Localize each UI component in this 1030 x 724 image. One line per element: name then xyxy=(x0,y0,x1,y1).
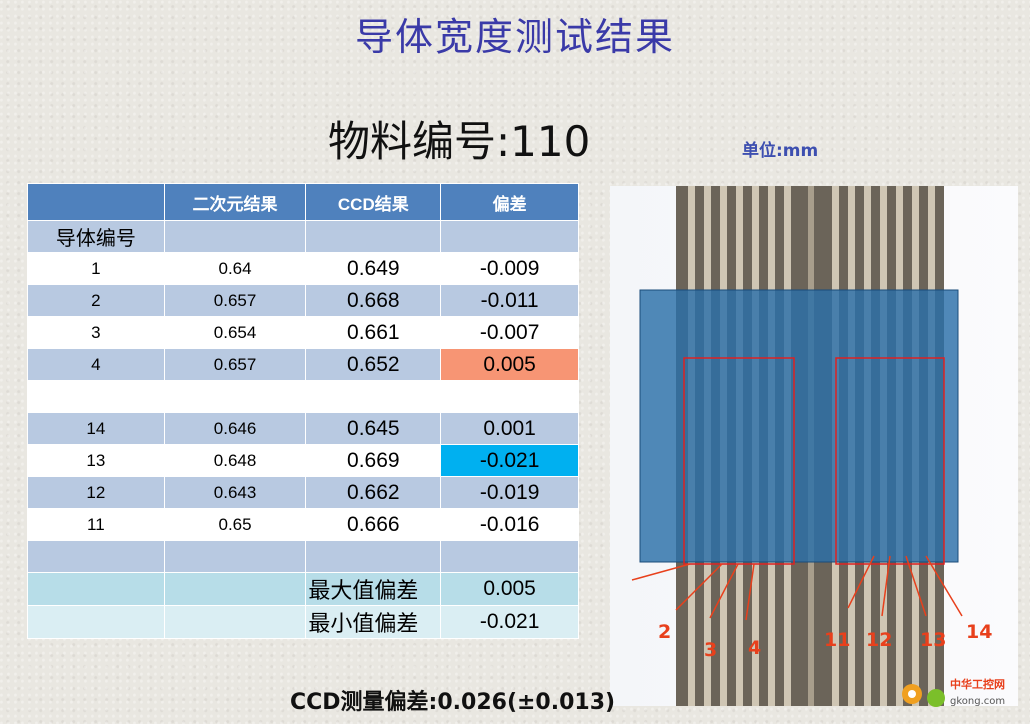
value-2d: 0.654 xyxy=(163,316,307,349)
conductor-id: 1 xyxy=(27,252,165,285)
watermark-name: 中华工控网 xyxy=(950,677,1005,691)
label-conductor-14: 14 xyxy=(966,621,992,643)
table-row: 1 0.64 0.649 -0.009 xyxy=(27,252,579,285)
min-deviation-label: 最小值偏差 xyxy=(305,605,442,639)
results-table: 二次元结果 CCD结果 偏差 导体编号 1 0.64 0.649 -0.009 … xyxy=(27,183,579,639)
table-row: 11 0.65 0.666 -0.016 xyxy=(27,508,579,541)
ccd-cable-photo: 2 3 4 11 12 13 14 xyxy=(610,186,1018,706)
min-deviation-value: -0.021 xyxy=(440,605,579,639)
conductor-id: 14 xyxy=(27,412,165,445)
value-2d: 0.657 xyxy=(163,284,307,317)
ccd-deviation-summary: CCD测量偏差:0.026(±0.013) xyxy=(290,690,616,715)
table-row: 12 0.643 0.662 -0.019 xyxy=(27,476,579,509)
gkong-logo: 中华工控网 gkong.com xyxy=(902,677,1005,707)
value-ccd: 0.649 xyxy=(305,252,442,285)
max-deviation-value: 0.005 xyxy=(440,572,579,606)
row-header-label: 导体编号 xyxy=(27,220,165,253)
value-ccd: 0.668 xyxy=(305,284,442,317)
value-deviation: -0.009 xyxy=(440,252,579,285)
summary-row-max: 最大值偏差 0.005 xyxy=(27,572,579,606)
table-header-row: 二次元结果 CCD结果 偏差 xyxy=(27,183,579,221)
material-number: 物料编号:110 xyxy=(328,117,591,166)
pointer-lines xyxy=(631,555,963,621)
watermark-url: gkong.com xyxy=(950,696,1005,707)
table-row-spacer xyxy=(27,540,579,573)
value-deviation-max-highlight: 0.005 xyxy=(440,348,579,381)
header-deviation: 偏差 xyxy=(440,183,579,221)
table-row: 4 0.657 0.652 0.005 xyxy=(27,348,579,381)
value-ccd: 0.661 xyxy=(305,316,442,349)
value-2d: 0.646 xyxy=(163,412,307,445)
value-deviation-min-highlight: -0.021 xyxy=(440,444,579,477)
blue-illumination-band xyxy=(640,290,958,562)
value-2d: 0.64 xyxy=(163,252,307,285)
value-deviation: -0.007 xyxy=(440,316,579,349)
header-2d-result: 二次元结果 xyxy=(163,183,307,221)
max-deviation-label: 最大值偏差 xyxy=(305,572,442,606)
value-2d: 0.643 xyxy=(163,476,307,509)
label-conductor-4: 4 xyxy=(748,637,761,659)
conductor-id: 11 xyxy=(27,508,165,541)
label-conductor-3: 3 xyxy=(704,639,717,661)
value-deviation: 0.001 xyxy=(440,412,579,445)
measurement-box-left xyxy=(683,357,795,565)
conductor-id: 4 xyxy=(27,348,165,381)
value-deviation: -0.016 xyxy=(440,508,579,541)
label-conductor-2: 2 xyxy=(658,621,671,643)
header-empty xyxy=(27,183,165,221)
header-ccd-result: CCD结果 xyxy=(305,183,442,221)
value-deviation: -0.019 xyxy=(440,476,579,509)
value-ccd: 0.669 xyxy=(305,444,442,477)
table-row: 导体编号 xyxy=(27,220,579,253)
value-deviation: -0.011 xyxy=(440,284,579,317)
value-ccd: 0.652 xyxy=(305,348,442,381)
table-row: 3 0.654 0.661 -0.007 xyxy=(27,316,579,349)
table-row: 2 0.657 0.668 -0.011 xyxy=(27,284,579,317)
value-ccd: 0.645 xyxy=(305,412,442,445)
measurement-box-right xyxy=(835,357,945,565)
conductor-id: 3 xyxy=(27,316,165,349)
label-conductor-13: 13 xyxy=(920,629,946,651)
summary-row-min: 最小值偏差 -0.021 xyxy=(27,605,579,639)
label-conductor-11: 11 xyxy=(824,629,850,651)
value-2d: 0.648 xyxy=(163,444,307,477)
value-ccd: 0.662 xyxy=(305,476,442,509)
table-row-spacer xyxy=(27,380,579,413)
value-2d: 0.657 xyxy=(163,348,307,381)
label-conductor-12: 12 xyxy=(866,629,892,651)
table-row: 13 0.648 0.669 -0.021 xyxy=(27,444,579,477)
conductor-id: 2 xyxy=(27,284,165,317)
value-ccd: 0.666 xyxy=(305,508,442,541)
table-row: 14 0.646 0.645 0.001 xyxy=(27,412,579,445)
conductor-id: 12 xyxy=(27,476,165,509)
conductor-id: 13 xyxy=(27,444,165,477)
unit-label: 单位:mm xyxy=(742,141,819,161)
page-title: 导体宽度测试结果 xyxy=(354,15,675,59)
value-2d: 0.65 xyxy=(163,508,307,541)
